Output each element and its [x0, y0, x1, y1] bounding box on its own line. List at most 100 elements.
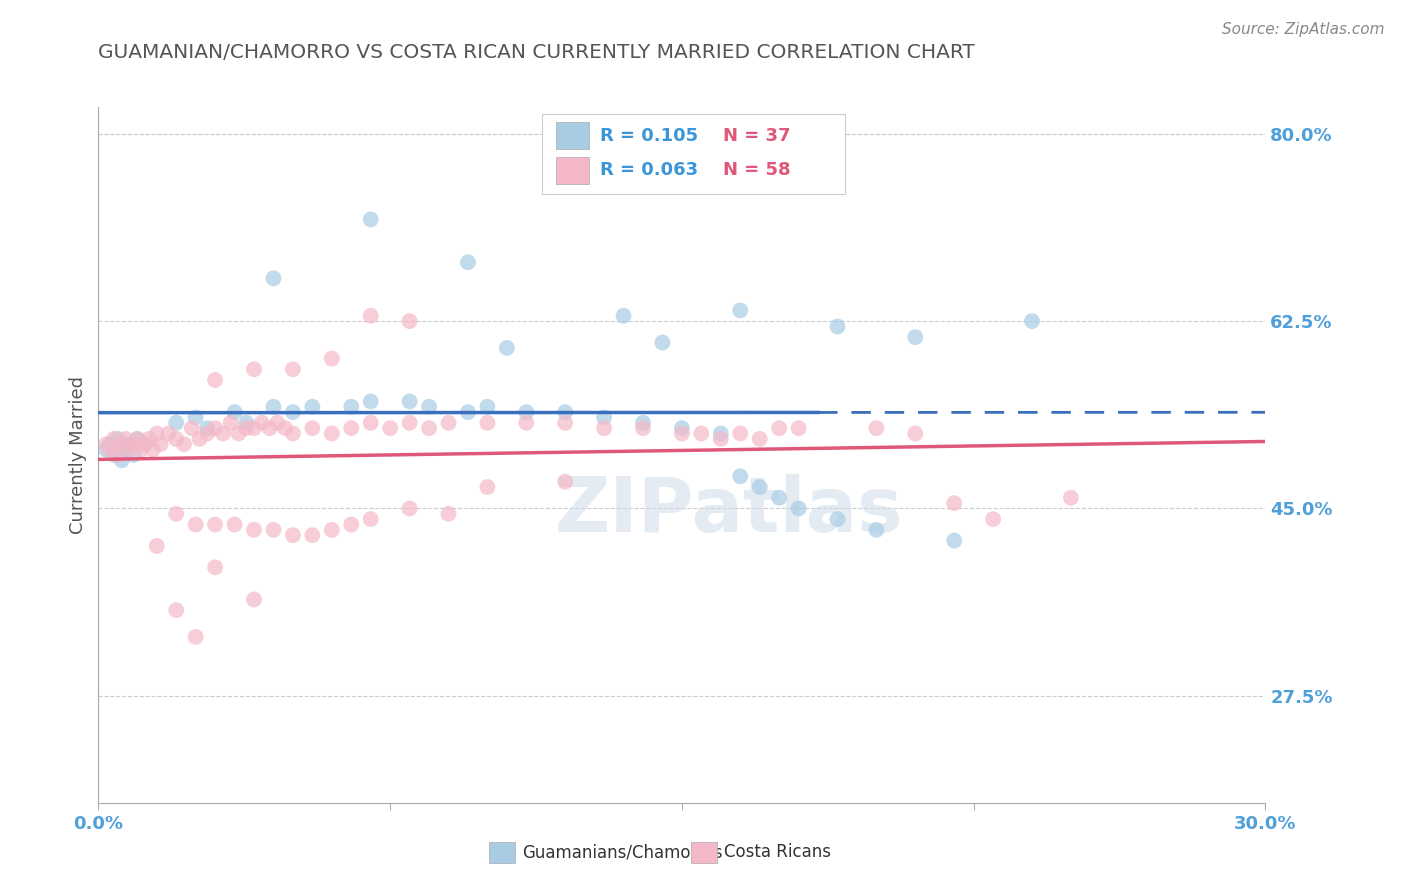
Point [243, 523, 266, 537]
Text: N = 37: N = 37 [723, 127, 790, 145]
Point [134, 437, 156, 451]
Point [138, 432, 160, 446]
Point [398, 394, 420, 409]
Point [1021, 314, 1043, 328]
Point [114, 442, 136, 457]
Point [224, 405, 246, 419]
Text: GUAMANIAN/CHAMORRO VS COSTA RICAN CURRENTLY MARRIED CORRELATION CHART: GUAMANIAN/CHAMORRO VS COSTA RICAN CURREN… [98, 44, 976, 62]
Point [165, 507, 187, 521]
Point [671, 421, 693, 435]
Point [262, 400, 284, 414]
Point [360, 212, 382, 227]
FancyBboxPatch shape [555, 157, 589, 184]
Point [262, 523, 284, 537]
Point [398, 314, 420, 328]
Point [224, 517, 246, 532]
Point [122, 437, 145, 451]
Point [301, 400, 323, 414]
Point [195, 426, 218, 441]
Point [157, 426, 180, 441]
Point [710, 432, 733, 446]
Point [321, 426, 343, 441]
Point [235, 416, 257, 430]
Point [118, 437, 141, 451]
Point [515, 416, 537, 430]
Point [184, 517, 207, 532]
Point [146, 539, 169, 553]
Point [768, 421, 790, 435]
Point [146, 426, 169, 441]
Point [477, 480, 499, 494]
Point [127, 432, 149, 446]
Point [195, 421, 218, 435]
Point [114, 432, 136, 446]
Point [281, 405, 304, 419]
Point [360, 512, 382, 526]
Point [554, 416, 576, 430]
Point [457, 255, 479, 269]
Point [118, 442, 141, 457]
Point [748, 480, 770, 494]
Point [204, 373, 226, 387]
Point [250, 416, 273, 430]
Point [103, 448, 125, 462]
Point [593, 421, 616, 435]
Point [96, 437, 118, 451]
FancyBboxPatch shape [489, 842, 515, 863]
Point [437, 416, 460, 430]
Point [301, 528, 323, 542]
Point [340, 421, 363, 435]
Point [360, 416, 382, 430]
Y-axis label: Currently Married: Currently Married [69, 376, 87, 534]
Point [165, 603, 187, 617]
Point [787, 501, 810, 516]
Text: ZIPatlas: ZIPatlas [554, 474, 903, 548]
Point [321, 523, 343, 537]
Point [142, 442, 165, 457]
Point [827, 512, 849, 526]
Point [262, 271, 284, 285]
Point [111, 453, 134, 467]
Point [212, 426, 235, 441]
Point [631, 416, 654, 430]
Point [204, 560, 226, 574]
Point [904, 330, 927, 344]
Point [554, 405, 576, 419]
Point [554, 475, 576, 489]
Point [122, 448, 145, 462]
Point [98, 442, 121, 457]
FancyBboxPatch shape [541, 114, 845, 194]
Point [204, 421, 226, 435]
Point [710, 426, 733, 441]
Point [787, 421, 810, 435]
Point [1060, 491, 1083, 505]
Point [228, 426, 250, 441]
Point [204, 517, 226, 532]
Point [340, 517, 363, 532]
Text: N = 58: N = 58 [723, 161, 790, 179]
Point [321, 351, 343, 366]
FancyBboxPatch shape [692, 842, 717, 863]
Point [259, 421, 281, 435]
Point [593, 410, 616, 425]
Point [301, 421, 323, 435]
Point [107, 432, 129, 446]
Point [457, 405, 479, 419]
Point [380, 421, 402, 435]
Point [418, 421, 440, 435]
Point [340, 400, 363, 414]
Point [281, 362, 304, 376]
Point [274, 421, 297, 435]
Text: R = 0.105: R = 0.105 [600, 127, 699, 145]
Point [281, 426, 304, 441]
Point [129, 442, 152, 457]
Point [515, 405, 537, 419]
Point [690, 426, 713, 441]
Point [266, 416, 288, 430]
Point [243, 362, 266, 376]
Point [219, 416, 242, 430]
Point [360, 394, 382, 409]
Point [243, 592, 266, 607]
Point [134, 437, 156, 451]
Point [613, 309, 636, 323]
